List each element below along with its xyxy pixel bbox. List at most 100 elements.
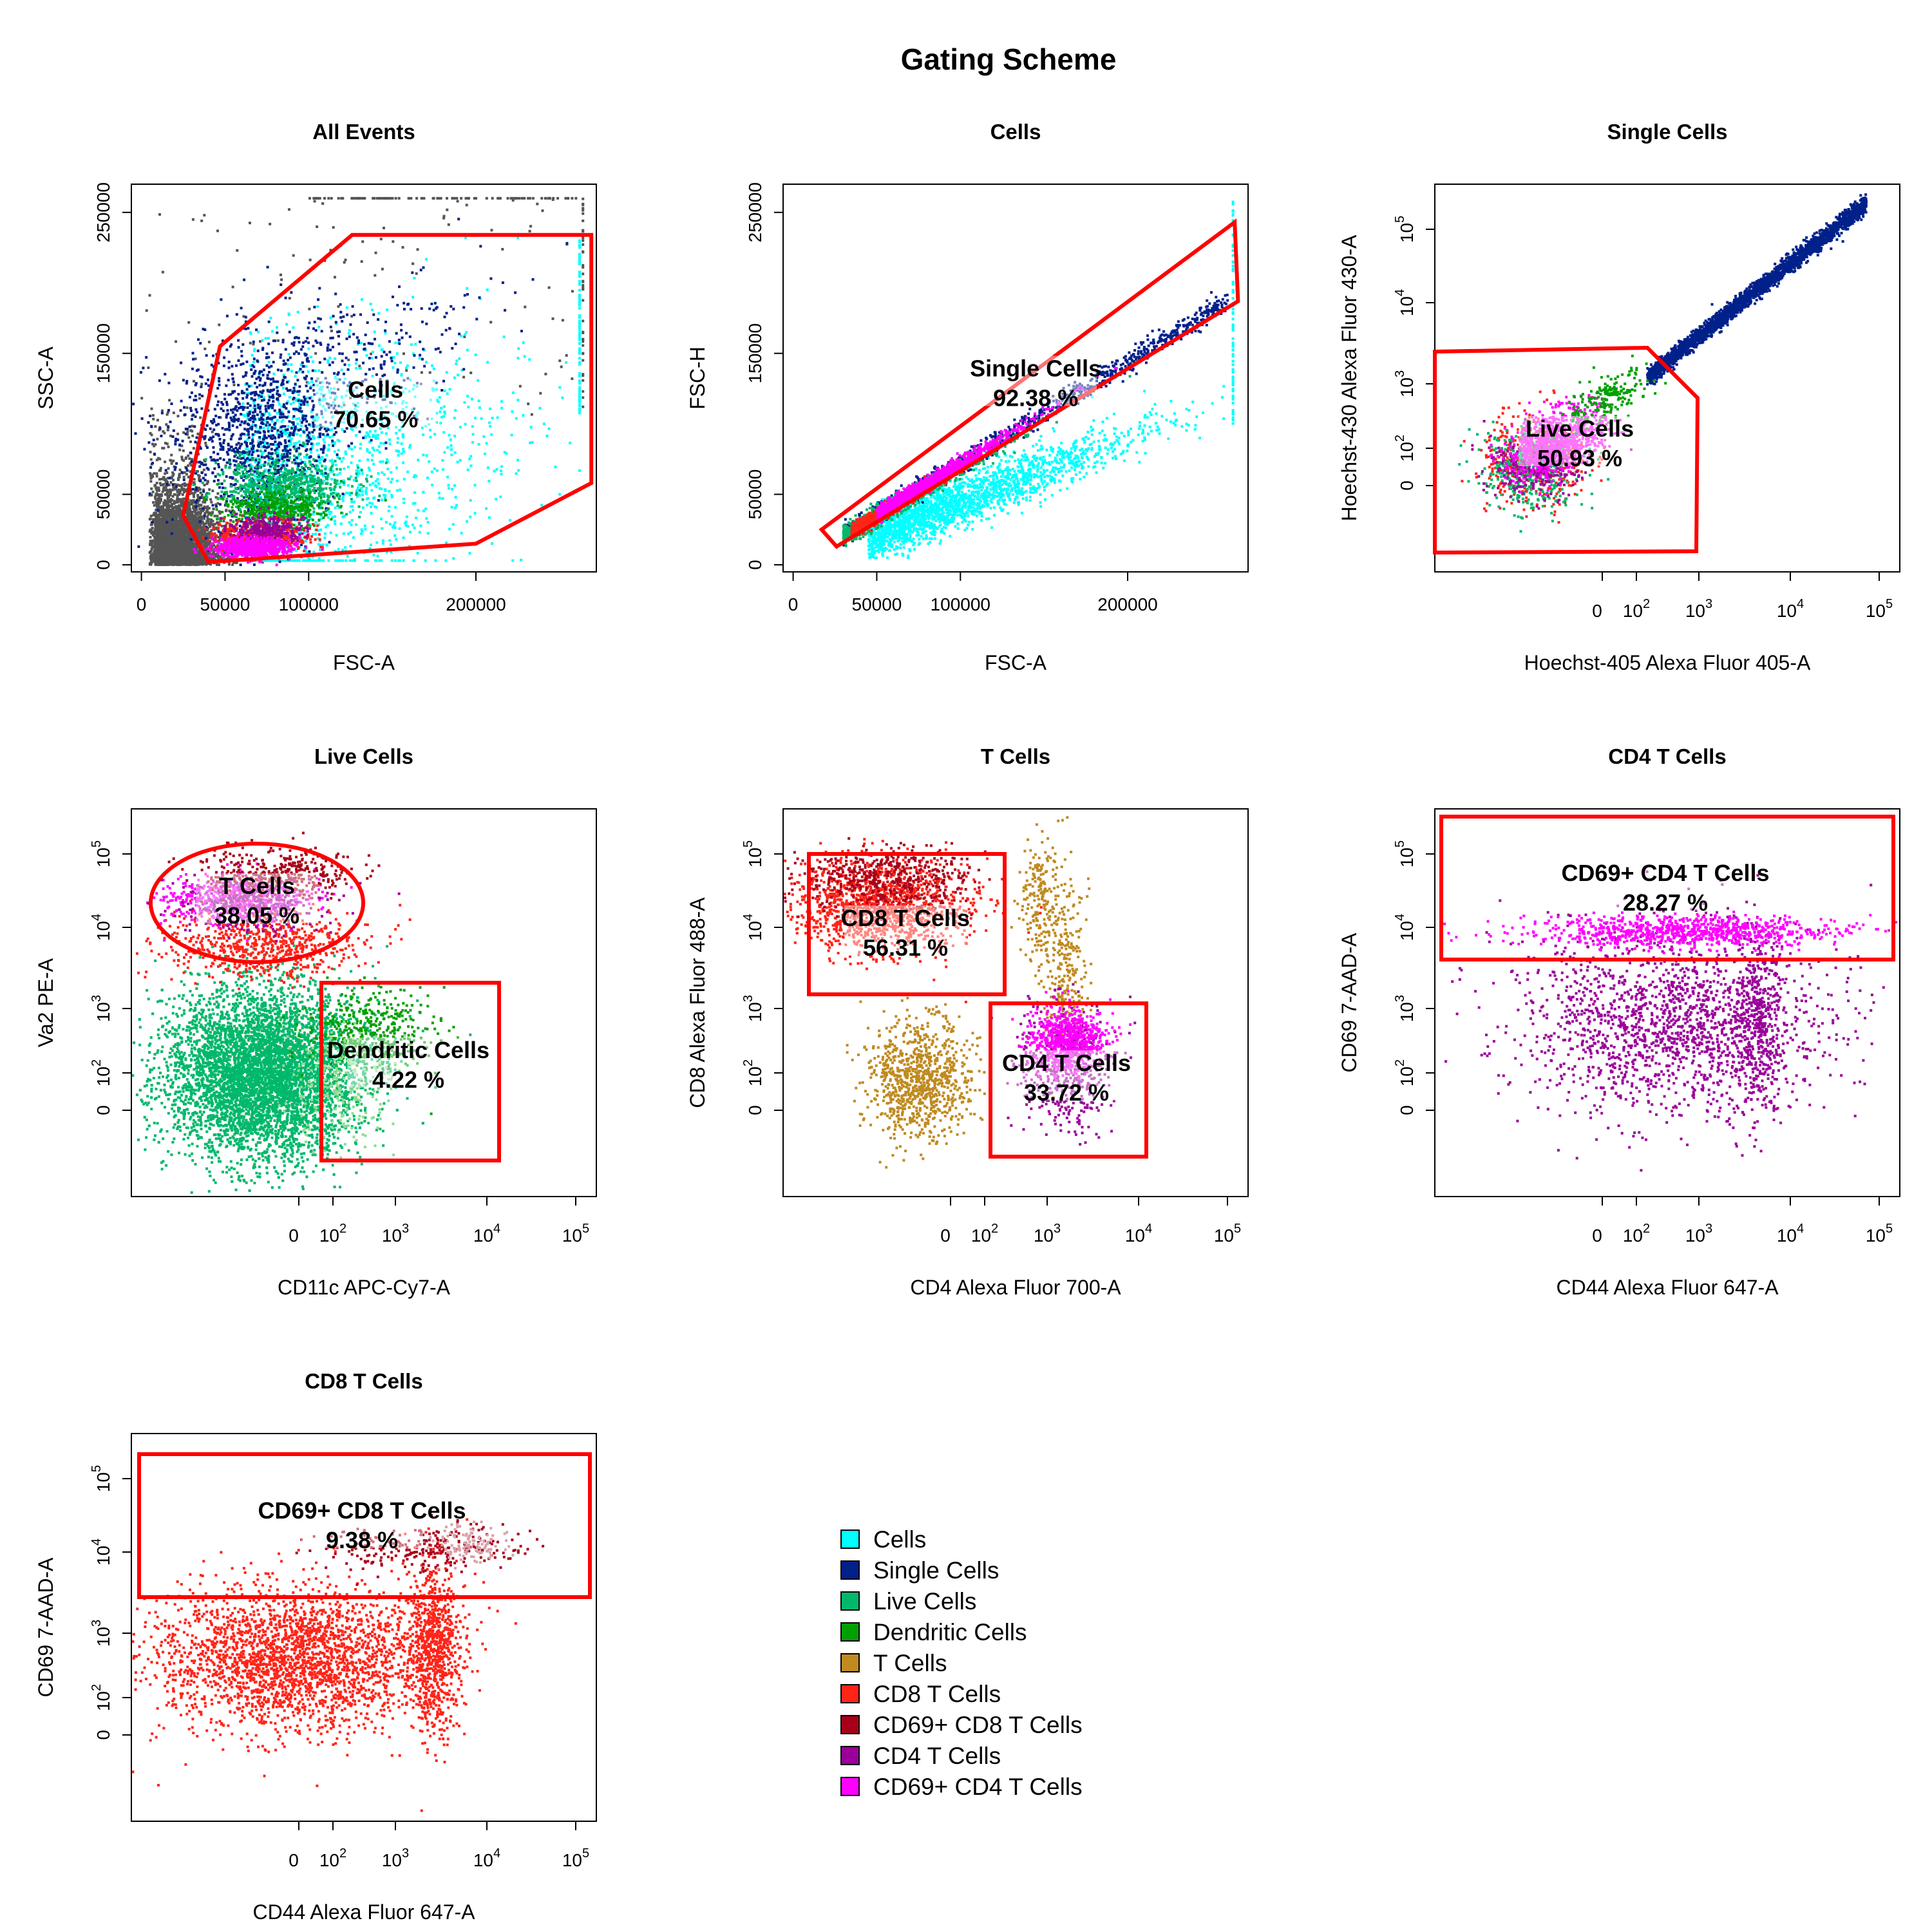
gate-percent-single-cells: 92.38 % <box>993 384 1078 411</box>
gate-label-cd8-t-cells: CD8 T Cells 56.31 % <box>841 905 970 961</box>
legend-entry-t-cells: T Cells <box>841 1650 947 1676</box>
gate-name-cd69plus-cd8-t-cells: CD69+ CD8 T Cells <box>258 1497 466 1524</box>
x-tick-label: 102 <box>319 1222 346 1245</box>
x-axis-label: CD44 Alexa Fluor 647-A <box>252 1900 475 1924</box>
y-tick-label: 102 <box>741 1059 765 1086</box>
x-tick-label: 102 <box>1623 1222 1650 1245</box>
legend-swatch <box>841 1685 859 1703</box>
y-axis-label: CD8 Alexa Fluor 488-A <box>686 897 709 1108</box>
y-tick-label: 0 <box>1397 480 1417 491</box>
gate-name-t-cells: T Cells <box>219 873 295 899</box>
panel-title: T Cells <box>981 744 1050 768</box>
y-tick-label: 105 <box>1393 216 1417 243</box>
x-tick-label: 102 <box>319 1846 346 1870</box>
x-tick-label: 100000 <box>931 594 990 614</box>
gate-label-t-cells: T Cells 38.05 % <box>196 873 318 929</box>
plot-frame <box>131 1434 596 1821</box>
x-tick-label: 100000 <box>279 594 339 614</box>
legend-label: Cells <box>873 1526 926 1553</box>
y-tick-label: 0 <box>93 1105 113 1115</box>
legend-swatch <box>841 1623 859 1641</box>
y-tick-label: 0 <box>93 1730 113 1740</box>
x-tick-label: 102 <box>1623 597 1650 621</box>
y-axis-label: FSC-H <box>686 346 709 410</box>
x-axis-label: Hoechst-405 Alexa Fluor 405-A <box>1524 651 1811 674</box>
y-tick-label: 104 <box>741 914 765 941</box>
x-tick-label: 0 <box>1592 1226 1602 1245</box>
y-tick-label: 250000 <box>745 182 765 242</box>
gate-percent-cd69plus-cd4-t-cells: 28.27 % <box>1623 889 1708 916</box>
y-axis-label: SSC-A <box>34 346 57 409</box>
x-tick-label: 103 <box>1685 1222 1712 1245</box>
y-tick-label: 102 <box>1393 435 1417 462</box>
x-tick-label: 0 <box>289 1226 299 1245</box>
gate-percent-live-cells: 50.93 % <box>1537 445 1622 471</box>
y-tick-label: 0 <box>1397 1105 1417 1115</box>
gate-percent-cd8-t-cells: 56.31 % <box>863 934 948 961</box>
y-tick-label: 104 <box>1393 914 1417 941</box>
legend-label: CD69+ CD4 T Cells <box>873 1774 1083 1800</box>
y-tick-label: 105 <box>90 1465 113 1492</box>
legend-label: Dendritic Cells <box>873 1619 1027 1645</box>
y-tick-label: 104 <box>1393 289 1417 316</box>
y-tick-label: 105 <box>90 840 113 867</box>
y-tick-label: 50000 <box>745 469 765 520</box>
y-tick-label: 105 <box>741 840 765 867</box>
y-tick-label: 103 <box>90 995 113 1022</box>
gate-name-dendritic-cells: Dendritic Cells <box>327 1037 489 1063</box>
x-tick-label: 104 <box>473 1846 500 1870</box>
gate-percent-cells: 70.65 % <box>333 406 418 432</box>
legend-entry-single-cells: Single Cells <box>841 1557 999 1584</box>
y-tick-label: 250000 <box>93 182 113 242</box>
gate-percent-t-cells: 38.05 % <box>214 902 299 929</box>
x-tick-label: 0 <box>289 1850 299 1870</box>
x-axis-label: FSC-A <box>985 651 1047 674</box>
legend-swatch <box>841 1716 859 1734</box>
panel-title: CD4 T Cells <box>1608 744 1726 768</box>
x-tick-label: 102 <box>971 1222 998 1245</box>
y-tick-label: 102 <box>90 1684 113 1711</box>
panel-single-cells: Single Cells Hoechst-405 Alexa Fluor 405-… <box>1338 120 1900 674</box>
legend-entry-cd8-t-cells: CD8 T Cells <box>841 1681 1001 1707</box>
plot-frame <box>1435 184 1900 572</box>
x-tick-label: 0 <box>940 1226 951 1245</box>
events <box>784 816 1137 1168</box>
y-tick-label: 104 <box>90 914 113 941</box>
x-tick-label: 103 <box>382 1846 409 1870</box>
y-tick-label: 105 <box>1393 840 1417 867</box>
y-tick-label: 103 <box>741 995 765 1022</box>
y-tick-label: 103 <box>90 1620 113 1647</box>
x-tick-label: 0 <box>1592 601 1602 621</box>
gate-label-cells: Cells 70.65 % <box>314 376 437 432</box>
panel-title: All Events <box>312 120 415 144</box>
panel-title: Live Cells <box>314 744 413 768</box>
x-tick-label: 0 <box>788 594 799 614</box>
panel-title: Single Cells <box>1607 120 1727 144</box>
legend-swatch <box>841 1777 859 1795</box>
x-tick-label: 103 <box>1685 597 1712 621</box>
legend-entry-cells: Cells <box>841 1526 926 1553</box>
gate-name-cells: Cells <box>348 376 403 402</box>
x-tick-label: 104 <box>1777 597 1804 621</box>
events <box>131 1514 544 1812</box>
x-tick-label: 105 <box>562 1222 589 1245</box>
panel-title: Cells <box>990 120 1041 144</box>
x-tick-label: 104 <box>473 1222 500 1245</box>
gate-name-cd8-t-cells: CD8 T Cells <box>841 905 970 931</box>
gate-name-cd4-t-cells: CD4 T Cells <box>1002 1050 1131 1076</box>
legend-label: CD4 T Cells <box>873 1743 1001 1769</box>
legend-entry-cd69plus-cd4-t-cells: CD69+ CD4 T Cells <box>841 1774 1083 1800</box>
legend-label: T Cells <box>873 1650 947 1676</box>
legend-swatch <box>841 1561 859 1579</box>
legend-swatch <box>841 1654 859 1672</box>
y-tick-label: 0 <box>93 560 113 570</box>
